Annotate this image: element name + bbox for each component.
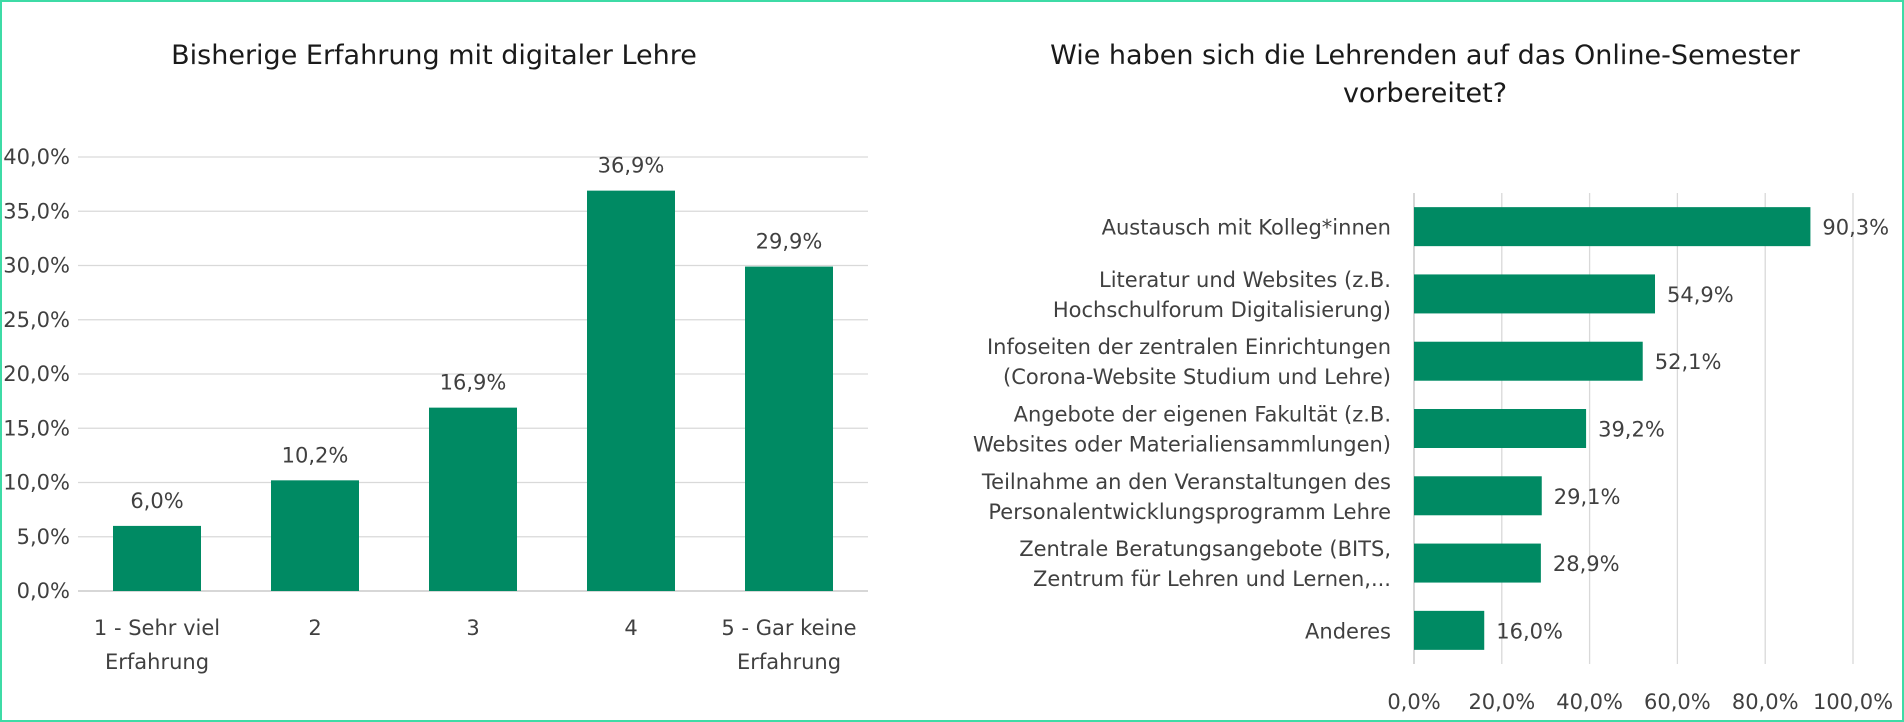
chart1-ytick-label: 0,0% [17, 579, 70, 603]
chart2-category-label: Teilnahme an den Veranstaltungen des Pers… [981, 470, 1391, 524]
chart2-xtick-label: 40,0% [1556, 690, 1623, 714]
chart1-ytick-label: 30,0% [3, 254, 70, 278]
chart2-data-label: 28,9% [1553, 552, 1620, 576]
chart2-xtick-label: 100,0% [1813, 690, 1893, 714]
chart1-ytick-label: 10,0% [3, 471, 70, 495]
chart2-category-label: Austausch mit Kolleg*innen [1102, 216, 1391, 240]
chart2-category-label: Infoseiten der zentralen Einrichtungen (C… [987, 335, 1391, 389]
chart2-xtick-label: 80,0% [1732, 690, 1799, 714]
chart2-xtick-label: 0,0% [1387, 690, 1440, 714]
chart2-data-label: 16,0% [1496, 619, 1563, 643]
chart1-bar [587, 190, 675, 591]
chart1-ytick-label: 40,0% [3, 145, 70, 169]
chart1-data-label: 29,9% [756, 230, 823, 254]
chart2-category-label: Anderes [1305, 619, 1391, 643]
chart2-category-label: Literatur und Websites (z.B. Hochschulfor… [1053, 268, 1391, 322]
chart1-bar [113, 525, 201, 591]
chart1-category-label: 1 - Sehr viel Erfahrung [94, 616, 220, 674]
chart2-bar [1414, 610, 1485, 650]
chart2-data-label: 39,2% [1598, 418, 1665, 442]
chart2-data-label: 29,1% [1554, 485, 1621, 509]
chart1-ytick-label: 15,0% [3, 416, 70, 440]
chart2-bar [1414, 341, 1643, 381]
chart1-data-label: 16,9% [440, 371, 507, 395]
chart2-data-label: 90,3% [1822, 216, 1889, 240]
chart1-ytick-label: 20,0% [3, 362, 70, 386]
chart1-category-label: 3 [466, 616, 479, 640]
chart1-bar [429, 407, 517, 591]
chart1-data-label: 6,0% [130, 489, 183, 513]
chart2-data-label: 54,9% [1667, 283, 1734, 307]
chart1-title: Bisherige Erfahrung mit digitaler Lehre [171, 40, 697, 71]
chart1-ytick-label: 5,0% [17, 525, 70, 549]
chart2-xtick-label: 20,0% [1468, 690, 1535, 714]
chart2-bar [1414, 274, 1656, 314]
chart1-ytick-label: 35,0% [3, 199, 70, 223]
chart1-bar [745, 266, 833, 591]
chart1-category-label: 4 [624, 616, 637, 640]
chart2-xtick-label: 60,0% [1644, 690, 1711, 714]
chart1-data-label: 36,9% [598, 154, 665, 178]
chart2-data-label: 52,1% [1655, 350, 1722, 374]
chart1-data-label: 10,2% [282, 443, 349, 467]
chart1-ytick-label: 25,0% [3, 308, 70, 332]
chart2-category-label: Zentrale Beratungsangebote (BITS, Zentrum… [1019, 537, 1391, 591]
chart1-category-label: 2 [308, 616, 321, 640]
chart1-bar [271, 480, 359, 591]
chart2-bar [1414, 543, 1541, 583]
chart1-category-label: 5 - Gar keine Erfahrung [721, 616, 856, 674]
chart2-bar [1414, 409, 1587, 448]
chart2-bar [1414, 207, 1811, 247]
chart2-title: Wie haben sich die Lehrenden auf das Onl… [1050, 40, 1801, 109]
chart2-category-label: Angebote der eigenen Fakultät (z.B. Websi… [973, 403, 1391, 457]
chart2-bar [1414, 476, 1542, 516]
